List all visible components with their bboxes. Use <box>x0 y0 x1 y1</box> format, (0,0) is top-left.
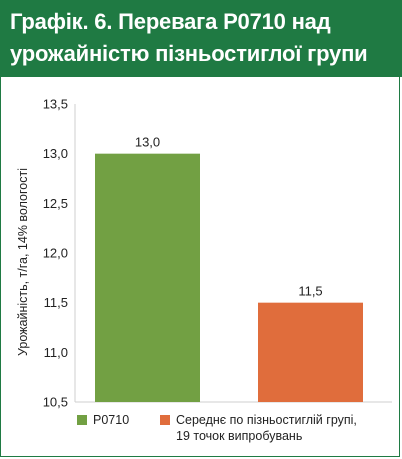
legend-label-1: P0710 <box>93 413 130 427</box>
bars-group: 13,0 11,5 <box>95 135 363 402</box>
bar-value-label-2: 11,5 <box>298 284 322 299</box>
chart-header: Графік. 6. Перевага P0710 над урожайніст… <box>0 0 402 77</box>
legend-label-2-line2: 19 точок випробувань <box>176 429 303 443</box>
bar-1 <box>95 153 200 402</box>
bar-value-label-1: 13,0 <box>135 135 160 150</box>
y-tick-label: 11,5 <box>44 295 68 310</box>
y-tick-label: 12,5 <box>43 196 68 211</box>
legend-swatch-2 <box>160 415 170 425</box>
legend-swatch-1 <box>77 415 87 425</box>
y-axis-ticks: 13,5 13,0 12,5 12,0 11,5 11,0 10,5 <box>43 97 68 410</box>
y-axis-label: Урожайність, т/га, 14% вологості <box>16 168 30 356</box>
y-tick-label: 10,5 <box>43 395 68 410</box>
bar-2 <box>258 302 363 402</box>
y-tick-label: 11,0 <box>44 345 68 360</box>
legend-label-2-line1: Середнє по пізньостиглій групі, <box>176 413 357 427</box>
y-tick-label: 13,0 <box>43 146 68 161</box>
y-tick-label: 13,5 <box>43 97 68 112</box>
chart-title: Графік. 6. Перевага P0710 над урожайніст… <box>10 9 368 66</box>
y-tick-label: 12,0 <box>43 246 68 261</box>
